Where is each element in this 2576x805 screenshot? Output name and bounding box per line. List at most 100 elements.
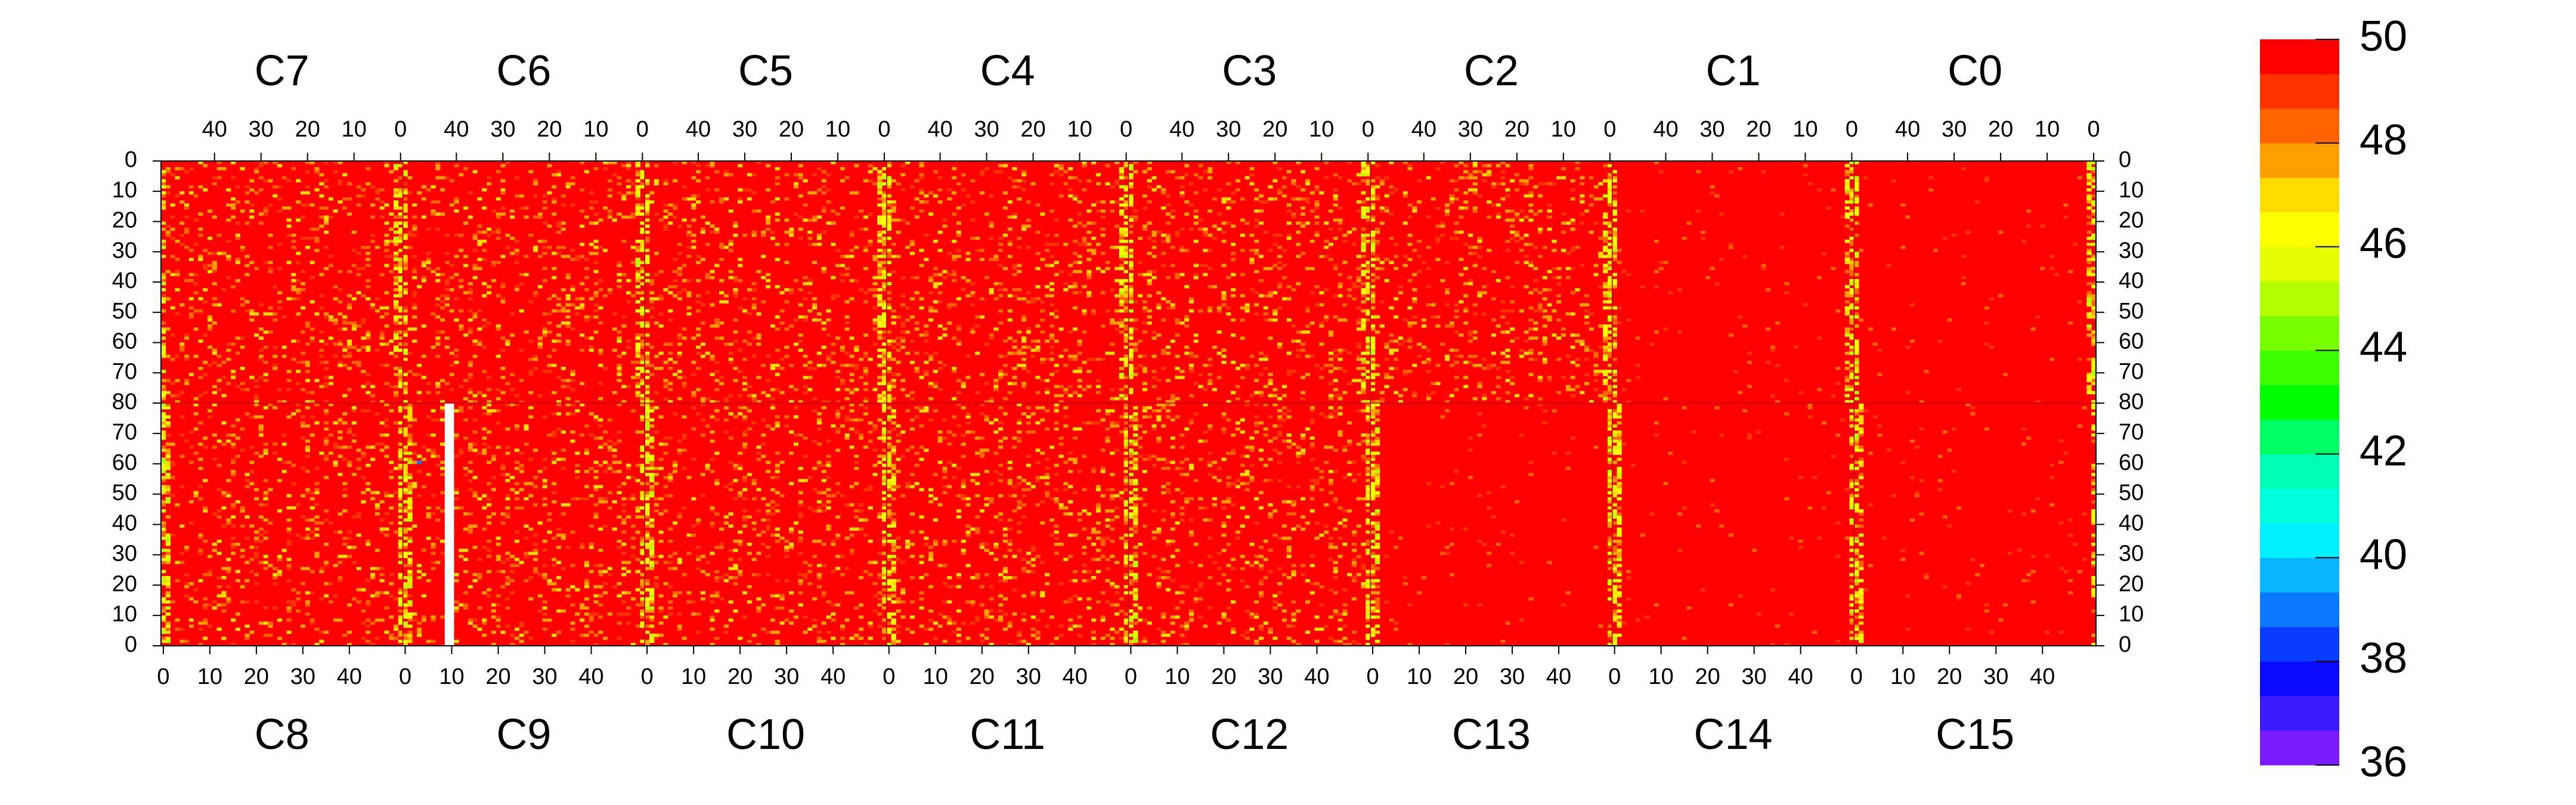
heatmap-cell [668,382,673,385]
heatmap-cell [1854,360,1859,364]
heatmap-cell [281,206,287,210]
heatmap-cell [635,170,640,174]
heatmap-cell [635,179,640,182]
heatmap-cell [952,397,957,401]
heatmap-cell [165,354,171,358]
heatmap-cell [1012,376,1017,379]
heatmap-cell [258,164,264,168]
heatmap-cell [212,606,218,610]
heatmap-cell [1407,164,1413,168]
heatmap-cell [612,218,617,222]
heatmap-cell [1077,200,1082,204]
heatmap-cell [170,306,175,310]
heatmap-cell [366,258,371,261]
heatmap-cell [1398,336,1404,340]
heatmap-cell [835,400,841,404]
heatmap-cell [919,306,924,310]
heatmap-cell [231,197,236,201]
heatmap-cell [1063,170,1069,174]
heatmap-cell [254,546,259,549]
heatmap-cell [324,221,329,225]
heatmap-cell [1072,306,1078,310]
heatmap-cell [286,506,292,510]
heatmap-cell [528,233,534,237]
heatmap-cell [161,415,166,419]
heatmap-cell [1077,379,1082,382]
heatmap-cell [170,236,175,240]
heatmap-cell [2091,312,2097,316]
heatmap-cell [1231,391,1236,395]
heatmap-cell [570,288,575,292]
heatmap-cell [1793,345,1799,349]
heatmap-cell [338,312,343,316]
heatmap-cell [663,360,668,364]
heatmap-cell [1082,236,1087,240]
heatmap-cell [1561,221,1566,225]
heatmap-cell [1347,382,1352,385]
heatmap-cell [1263,385,1268,389]
heatmap-cell [975,391,980,395]
heatmap-cell [952,278,957,283]
heatmap-cell [1389,348,1394,352]
heatmap-cell [580,303,585,306]
heatmap-cell [296,218,301,222]
heatmap-cell [379,400,385,404]
heatmap-cell [812,191,818,195]
heatmap-cell [1454,221,1459,225]
heatmap-cell [1063,388,1069,392]
heatmap-cell [1309,354,1315,358]
heatmap-cell [161,457,166,462]
heatmap-cell [412,270,417,274]
heatmap-cell [812,218,818,222]
heatmap-cell [1366,233,1371,237]
heatmap-cell [268,270,273,274]
heatmap-cell [905,306,911,310]
heatmap-cell [1356,255,1361,258]
heatmap-cell [1342,233,1348,237]
heatmap-cell [179,191,185,195]
heatmap-cell [1374,227,1380,231]
heatmap-cell [1431,303,1436,306]
heatmap-cell [882,267,887,271]
heatmap-cell [1007,176,1013,179]
heatmap-cell [821,400,826,404]
heatmap-cell [900,324,906,328]
heatmap-cell [928,382,934,385]
heatmap-cell [728,209,733,213]
heatmap-cell [1454,303,1459,306]
heatmap-cell [394,236,399,240]
heatmap-cell [2091,212,2097,216]
heatmap-cell [886,249,892,252]
heatmap-cell [1617,249,1622,252]
heatmap-cell [301,515,306,519]
heatmap-cell [640,321,645,325]
heatmap-cell [863,382,869,385]
heatmap-cell [165,230,171,234]
heatmap-cell [394,243,399,246]
heatmap-cell [1058,167,1064,171]
heatmap-cell [324,376,329,379]
heatmap-cell [677,336,683,340]
heatmap-cell [1119,239,1125,243]
heatmap-cell [240,209,245,213]
heatmap-cell [240,549,245,552]
heatmap-cell [1235,179,1241,182]
heatmap-cell [286,530,292,534]
heatmap-cell [1119,357,1125,361]
heatmap-cell [1658,267,1664,271]
heatmap-cell [854,246,859,249]
heatmap-cell [203,597,208,601]
heatmap-cell [1100,227,1106,231]
heatmap-cell [435,336,441,340]
heatmap-cell [1333,197,1338,201]
heatmap-cell [1598,285,1603,289]
heatmap-cell [1347,288,1352,292]
heatmap-cell [1095,243,1101,246]
heatmap-cell [1710,267,1715,271]
heatmap-cell [1844,285,1850,289]
heatmap-cell [738,258,743,261]
heatmap-cell [398,367,404,370]
heatmap-cell [909,275,915,280]
heatmap-cell [1700,230,1706,234]
heatmap-cell [1095,200,1101,204]
